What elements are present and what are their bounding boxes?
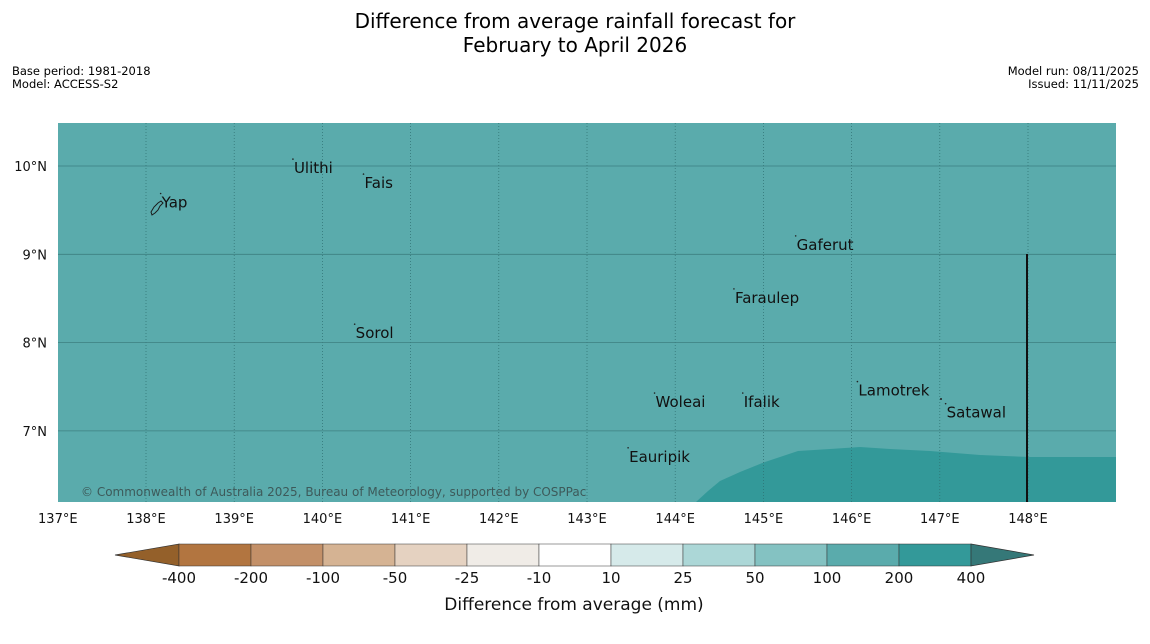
wetter-region-200-400 <box>696 447 1116 502</box>
colorbar-extend-high <box>970 543 1035 567</box>
lon-tick-label: 144°E <box>655 512 695 527</box>
lat-tick-label: 10°N <box>14 160 47 175</box>
base-period: Base period: 1981-2018 <box>12 64 151 78</box>
colorbar-tick-label: -50 <box>383 569 408 587</box>
lon-tick-label: 142°E <box>479 512 519 527</box>
colorbar-bin <box>178 543 252 567</box>
colorbar-bin <box>826 543 900 567</box>
lat-tick-label: 8°N <box>23 337 48 352</box>
island-marker <box>362 173 365 175</box>
colorbar-tick-label: -200 <box>234 569 268 587</box>
colorbar-tick-label: 50 <box>745 569 764 587</box>
place-label-eauripik: Eauripik <box>629 448 690 466</box>
colorbar-tick-label: 400 <box>957 569 986 587</box>
place-label-yap: Yap <box>161 194 188 212</box>
place-label-sorol: Sorol <box>356 324 394 342</box>
model-run: Model run: 08/11/2025 <box>1007 64 1139 78</box>
colorbar-tick-label: -10 <box>527 569 552 587</box>
lon-tick-label: 143°E <box>567 512 607 527</box>
yap-island-outline <box>150 200 164 216</box>
island-marker <box>353 323 356 325</box>
lon-tick-label: 140°E <box>303 512 343 527</box>
colorbar-bin <box>466 543 540 567</box>
colorbar-tick-label: -400 <box>162 569 196 587</box>
lon-tick-label: 145°E <box>744 512 784 527</box>
island-marker <box>627 447 629 449</box>
place-labels: Yap Ulithi Fais Gaferut Faraulep Sorol Lamotre… <box>159 158 1006 466</box>
colorbar-tick-label: 200 <box>885 569 914 587</box>
place-label-lamotrek: Lamotrek <box>858 382 929 400</box>
chart-title: Difference from average rainfall forecas… <box>0 9 1150 57</box>
lat-tick-label: 9°N <box>23 248 48 263</box>
lon-tick-label: 141°E <box>391 512 431 527</box>
colorbar-tick-label: 100 <box>813 569 842 587</box>
island-marker <box>794 235 797 237</box>
island-marker <box>856 380 859 383</box>
colorbar-tick-label: 10 <box>601 569 620 587</box>
island-marker <box>741 392 744 394</box>
map-grid <box>58 123 1116 502</box>
colorbar-bin <box>322 543 396 567</box>
copyright-notice: © Commonwealth of Australia 2025, Bureau… <box>81 485 586 499</box>
place-label-fais: Fais <box>365 174 394 192</box>
place-label-ifalik: Ifalik <box>744 393 780 411</box>
title-line-1: Difference from average rainfall forecas… <box>354 9 796 33</box>
place-label-gaferut: Gaferut <box>797 236 854 254</box>
colorbar-bin <box>610 543 684 567</box>
longitude-ticks: 137°E 138°E 139°E 140°E 141°E 142°E 143°E 144°E… <box>38 512 1048 527</box>
latitude-ticks: 10°N 9°N 8°N 7°N <box>14 160 47 440</box>
colorbar-bin <box>898 543 972 567</box>
lon-tick-label: 138°E <box>126 512 166 527</box>
place-label-faraulep: Faraulep <box>735 289 799 307</box>
island-marker <box>653 392 656 394</box>
place-label-ulithi: Ulithi <box>294 159 333 177</box>
island-marker <box>733 288 735 290</box>
colorbar: -400 -200 -100 -50 -25 -10 10 25 50 100 200 400 <box>114 543 1035 587</box>
colorbar-bin <box>682 543 756 567</box>
colorbar-bin <box>754 543 828 567</box>
place-label-woleai: Woleai <box>656 393 706 411</box>
lon-tick-label: 147°E <box>920 512 960 527</box>
lat-tick-label: 7°N <box>23 425 48 440</box>
colorbar-tick-label: -25 <box>455 569 480 587</box>
colorbar-bin <box>538 543 612 567</box>
issued-date: Issued: 11/11/2025 <box>1028 77 1139 91</box>
lon-tick-label: 139°E <box>214 512 254 527</box>
colorbar-bin <box>250 543 324 567</box>
colorbar-bin <box>394 543 468 567</box>
colorbar-tick-label: 25 <box>673 569 692 587</box>
island-marker <box>159 192 162 195</box>
meta-right: Model run: 08/11/2025 Issued: 11/11/2025 <box>1008 65 1139 91</box>
island-marker <box>292 158 294 160</box>
colorbar-title: Difference from average (mm) <box>444 595 703 615</box>
place-label-satawal: Satawal <box>947 404 1006 422</box>
colorbar-tick-label: -100 <box>306 569 340 587</box>
meta-left: Base period: 1981-2018 Model: ACCESS-S2 <box>12 65 151 91</box>
lon-tick-label: 137°E <box>38 512 78 527</box>
island-marker <box>944 402 947 405</box>
lon-tick-label: 146°E <box>832 512 872 527</box>
lon-tick-label: 148°E <box>1008 512 1048 527</box>
island-dot <box>940 398 942 400</box>
colorbar-extend-low <box>114 543 180 567</box>
title-line-2: February to April 2026 <box>462 33 688 57</box>
model-name: Model: ACCESS-S2 <box>12 77 119 91</box>
